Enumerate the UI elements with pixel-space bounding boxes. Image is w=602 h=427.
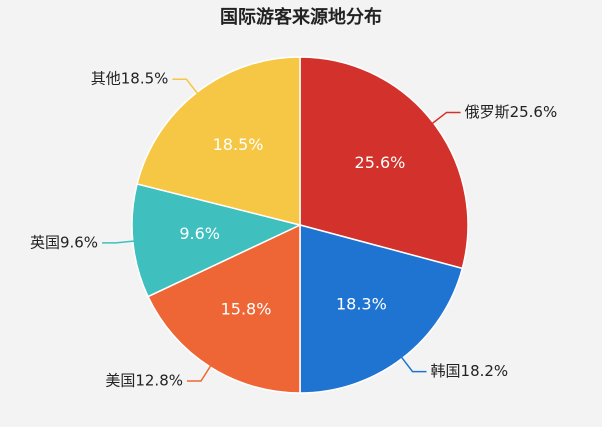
- slice-value-label: 25.6%: [355, 153, 406, 172]
- leader-line: [102, 240, 137, 244]
- leader-line: [430, 111, 461, 126]
- outer-label: 其他18.5%: [91, 70, 169, 88]
- slice-value-label: 9.6%: [179, 224, 220, 243]
- slice-value-label: 15.8%: [221, 300, 272, 319]
- slice-value-label: 18.3%: [336, 294, 387, 313]
- outer-label: 韩国18.2%: [431, 362, 509, 380]
- leader-line: [172, 78, 200, 96]
- outer-label: 英国9.6%: [30, 233, 98, 251]
- chart-title: 国际游客来源地分布: [220, 6, 382, 28]
- slice-value-label: 18.5%: [213, 135, 264, 154]
- outer-label: 俄罗斯25.6%: [465, 103, 558, 121]
- leader-line: [399, 355, 427, 373]
- outer-label: 美国12.8%: [105, 372, 183, 390]
- leader-line: [187, 363, 213, 382]
